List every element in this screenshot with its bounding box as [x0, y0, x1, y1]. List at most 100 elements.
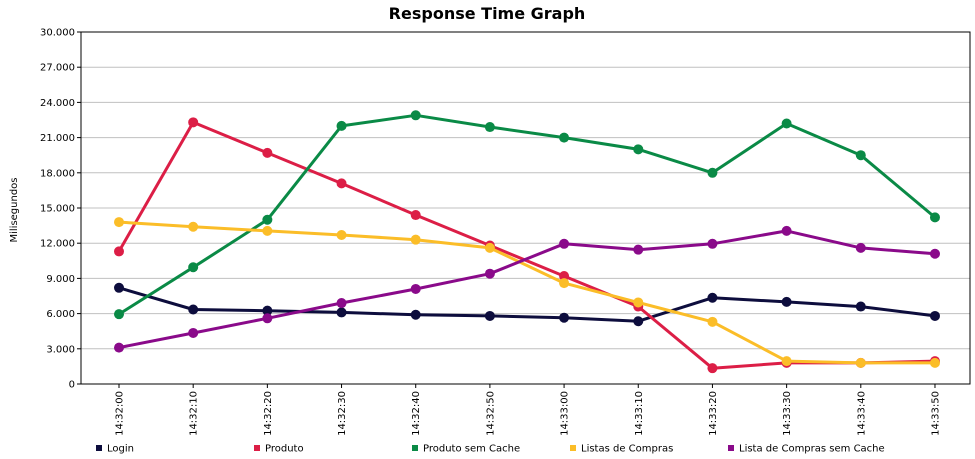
- data-point: [633, 144, 644, 155]
- x-tick-label: 14:33:20: [708, 391, 719, 436]
- data-point: [855, 301, 866, 312]
- data-point: [781, 296, 792, 307]
- x-tick-label: 14:33:00: [560, 391, 571, 436]
- data-point: [410, 283, 421, 294]
- y-tick-label: 9.000: [46, 274, 75, 285]
- grid-lines: [81, 32, 970, 384]
- data-point: [781, 118, 792, 129]
- data-point: [114, 217, 124, 228]
- data-point: [262, 214, 273, 225]
- data-point: [410, 110, 421, 121]
- y-tick-label: 27.000: [40, 63, 75, 74]
- x-tick-label: 14:32:00: [115, 391, 126, 436]
- y-tick-label: 30.000: [40, 28, 75, 39]
- legend-swatch: [728, 445, 734, 451]
- series-produto-sem-cache: [114, 110, 940, 320]
- data-point: [559, 238, 570, 249]
- legend-item: Login: [96, 444, 134, 455]
- series-lines: [114, 110, 940, 374]
- data-point: [633, 316, 644, 327]
- data-point: [336, 229, 347, 240]
- data-point: [410, 309, 421, 320]
- data-point: [484, 268, 495, 279]
- chart-title: Response Time Graph: [389, 4, 586, 23]
- data-point: [188, 262, 199, 273]
- series-listas-de-compras: [114, 217, 940, 368]
- series-line: [117, 113, 937, 316]
- y-axis-label: Milisegundos: [9, 177, 20, 242]
- data-point: [336, 120, 347, 131]
- legend: Login Produto Produto sem Cache Listas de C…: [96, 444, 885, 455]
- data-point: [559, 312, 570, 323]
- data-point: [410, 234, 421, 245]
- y-tick-label: 12.000: [40, 239, 75, 250]
- y-tick-label: 3.000: [46, 344, 75, 355]
- data-point: [336, 178, 347, 189]
- data-point: [855, 357, 866, 368]
- y-tick-label: 21.000: [40, 133, 75, 144]
- data-point: [188, 117, 199, 128]
- data-point: [262, 147, 273, 158]
- data-point: [410, 210, 421, 221]
- legend-label: Produto sem Cache: [423, 444, 520, 455]
- y-tick-label: 18.000: [40, 168, 75, 179]
- data-point: [781, 225, 792, 236]
- legend-swatch: [570, 445, 576, 451]
- series-line: [117, 229, 937, 350]
- legend-label: Listas de Compras: [581, 444, 673, 455]
- x-tick-label: 14:32:50: [485, 391, 496, 436]
- data-point: [262, 225, 273, 236]
- legend-swatch: [96, 445, 102, 451]
- y-tick-label: 24.000: [40, 98, 75, 109]
- data-point: [929, 212, 940, 223]
- data-point: [929, 357, 940, 368]
- legend-label: Lista de Compras sem Cache: [739, 444, 885, 455]
- legend-item: Listas de Compras: [570, 444, 673, 455]
- data-point: [929, 248, 940, 259]
- data-point: [262, 305, 273, 316]
- x-tick-label: 14:32:10: [189, 391, 200, 436]
- x-tick-label: 14:32:20: [263, 391, 274, 436]
- data-point: [114, 309, 124, 320]
- data-point: [336, 298, 347, 309]
- x-tick-label: 14:33:40: [856, 391, 867, 436]
- y-tick-label: 0: [69, 380, 75, 391]
- data-point: [707, 167, 718, 178]
- data-point: [262, 313, 273, 324]
- data-point: [114, 246, 124, 257]
- data-point: [707, 316, 718, 327]
- data-point: [633, 297, 644, 308]
- y-tick-label: 6.000: [46, 309, 75, 320]
- data-point: [559, 271, 570, 282]
- data-point: [188, 221, 199, 232]
- data-point: [484, 310, 495, 321]
- data-point: [188, 304, 199, 315]
- plot-border: [80, 31, 971, 385]
- series-line: [117, 220, 937, 365]
- axes: 0 3.000 6.000 9.000 12.000 15.000 18.000 21.000…: [40, 28, 971, 436]
- data-point: [707, 292, 718, 303]
- data-point: [484, 122, 495, 133]
- series-line: [117, 286, 937, 323]
- data-point: [929, 310, 940, 321]
- data-point: [188, 327, 199, 338]
- x-tick-label: 14:33:50: [930, 391, 941, 436]
- data-point: [559, 132, 570, 143]
- x-tick-label: 14:32:30: [337, 391, 348, 436]
- legend-label: Login: [107, 444, 134, 455]
- data-point: [855, 150, 866, 161]
- data-point: [781, 356, 792, 367]
- x-tick-label: 14:32:40: [411, 391, 422, 436]
- data-point: [114, 342, 124, 353]
- legend-swatch: [412, 445, 418, 451]
- legend-swatch: [254, 445, 260, 451]
- legend-item: Produto sem Cache: [412, 444, 520, 455]
- data-point: [855, 242, 866, 253]
- data-point: [707, 238, 718, 249]
- data-point: [707, 363, 718, 374]
- legend-label: Produto: [265, 444, 304, 455]
- y-tick-label: 15.000: [40, 204, 75, 215]
- data-point: [336, 307, 347, 318]
- series-lista-de-compras-sem-cache: [114, 225, 940, 353]
